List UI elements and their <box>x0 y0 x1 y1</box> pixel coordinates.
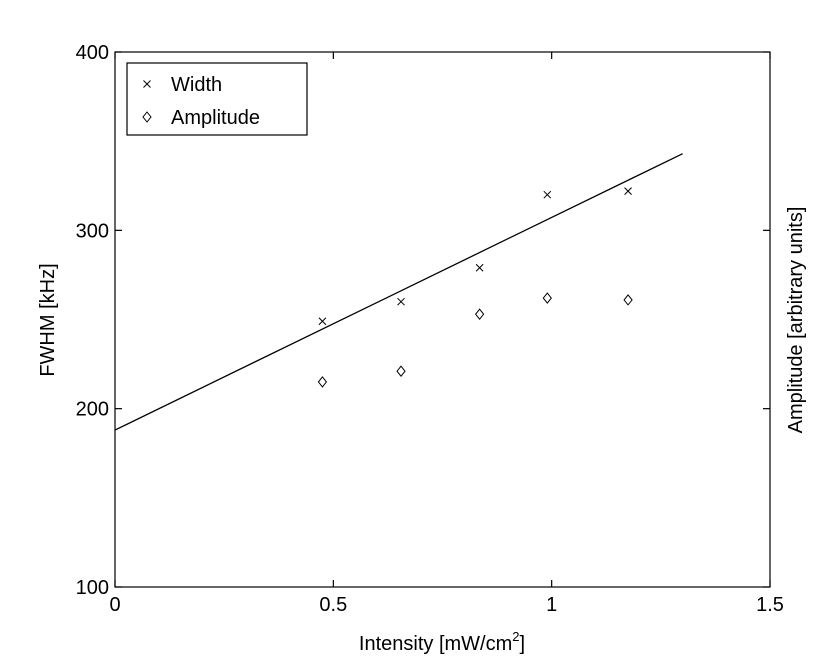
amplitude-point <box>623 294 633 306</box>
width-point <box>475 263 484 272</box>
x-tick-label: 1.5 <box>756 594 784 616</box>
y-tick-label: 100 <box>76 577 109 599</box>
legend-label: Width <box>171 74 222 96</box>
legend-label: Amplitude <box>171 107 260 129</box>
amplitude-point <box>317 376 328 388</box>
amplitude-point <box>542 292 552 304</box>
fit-line <box>114 153 683 431</box>
legend-entries: Width Amplitude <box>142 74 260 129</box>
y-tick-label: 400 <box>76 42 109 64</box>
x-axis-title: Intensity [mW/cm2] <box>359 629 525 655</box>
y-axis-title-right: Amplitude [arbitrary units] <box>785 207 807 434</box>
amplitude-point <box>474 308 485 320</box>
amplitude-point <box>396 365 406 378</box>
x-tick-label: 0 <box>109 594 120 616</box>
y-tick-label: 300 <box>76 220 109 242</box>
data-marks <box>317 187 633 388</box>
x-axis-title-superscript: 2 <box>512 629 519 644</box>
width-point <box>624 187 632 195</box>
plot-frame <box>114 51 771 588</box>
width-point <box>397 297 405 306</box>
y-axis-title: FWHM [kHz] <box>37 263 59 376</box>
legend: Width Amplitude <box>126 62 308 136</box>
x-axis-ticks: 0 0.5 1 1.5 <box>109 52 784 616</box>
x-tick-label: 0.5 <box>319 594 347 616</box>
x-axis-title-end: ] <box>520 633 526 655</box>
width-point <box>543 190 552 199</box>
y-axis-ticks: 100 200 300 400 <box>76 42 770 599</box>
legend-amplitude-marker <box>142 111 152 123</box>
legend-box <box>126 62 308 136</box>
fit-line-layer <box>114 153 683 431</box>
x-tick-label: 1 <box>546 594 557 616</box>
width-point <box>318 317 327 326</box>
legend-width-marker <box>143 80 151 88</box>
y-tick-label: 200 <box>76 399 109 421</box>
